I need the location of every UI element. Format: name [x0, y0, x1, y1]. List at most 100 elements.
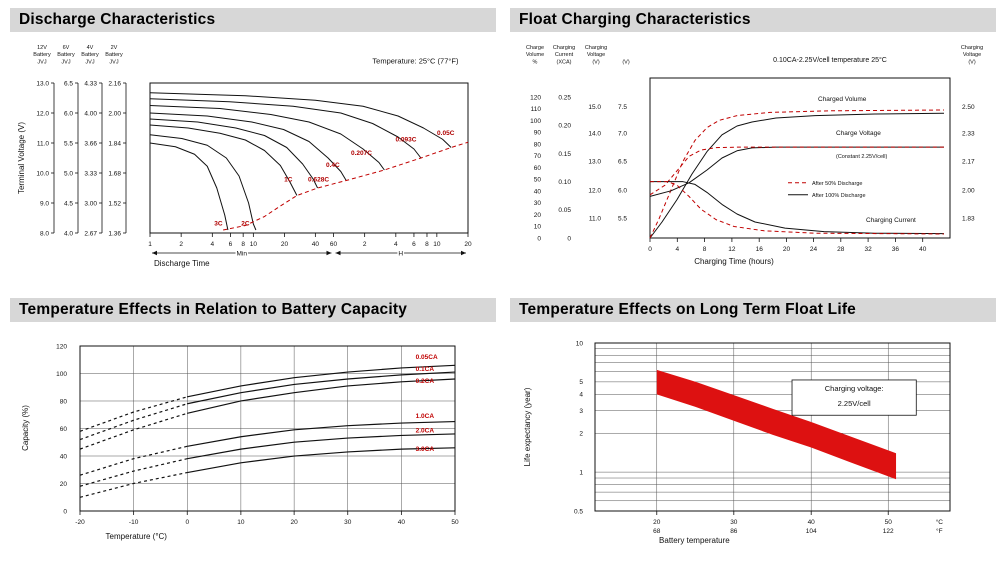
svg-text:4: 4 [579, 392, 583, 399]
panel-float-life: Temperature Effects on Long Term Float L… [510, 298, 996, 578]
svg-text:6.0: 6.0 [618, 187, 627, 194]
series-1.0CA-cold [79, 445, 188, 476]
svg-text:10: 10 [250, 241, 258, 248]
svg-text:40: 40 [398, 519, 406, 526]
svg-text:0.20: 0.20 [558, 123, 571, 130]
svg-text:0: 0 [537, 235, 541, 242]
svg-text:6: 6 [229, 241, 233, 248]
svg-text:86: 86 [730, 528, 738, 535]
svg-text:Battery: Battery [105, 52, 123, 58]
panel-title-float-life: Temperature Effects on Long Term Float L… [510, 298, 996, 322]
svg-text:2.16: 2.16 [108, 80, 121, 87]
svg-text:4: 4 [675, 246, 679, 253]
svg-text:110: 110 [531, 106, 542, 113]
svg-text:°C: °C [936, 518, 944, 526]
float-life-chart: 10 5 4 3 2 1 0.5 20 68 30 86 40 104 50 122 °C °F Charging… [510, 328, 992, 578]
series-1C [149, 124, 298, 196]
discharge-characteristics-chart: 13.0 12.0 11.0 10.0 9.0 8.0 12V Battery JVJ 6.5 6.… [10, 38, 492, 288]
series-charging-current-100 [650, 181, 945, 235]
svg-text:13.0: 13.0 [36, 80, 49, 87]
series-0.2CA [187, 378, 456, 414]
svg-text:3C: 3C [214, 221, 223, 228]
svg-text:60: 60 [330, 241, 338, 248]
svg-text:4V: 4V [87, 45, 94, 51]
svg-text:Battery: Battery [81, 52, 99, 58]
svg-text:12V: 12V [37, 45, 47, 51]
svg-text:30: 30 [534, 200, 542, 207]
svg-text:1: 1 [148, 241, 152, 248]
discharge-characteristics-chart-svg: 13.012.011.010.09.08.012VBatteryJVJ6.56.… [17, 45, 472, 268]
svg-text:50: 50 [885, 519, 893, 526]
svg-text:Battery: Battery [33, 52, 51, 58]
svg-text:4: 4 [211, 241, 215, 248]
svg-text:4.0: 4.0 [64, 230, 73, 237]
svg-text:5: 5 [579, 379, 583, 386]
svg-text:36: 36 [892, 246, 900, 253]
series-end-of-discharge [223, 141, 469, 231]
series-charged-volume-50 [649, 109, 945, 239]
svg-text:0.2CA: 0.2CA [416, 378, 435, 385]
svg-text:1.84: 1.84 [108, 140, 121, 147]
svg-text:2: 2 [179, 241, 183, 248]
svg-text:6.5: 6.5 [618, 159, 627, 166]
svg-text:JVJ: JVJ [61, 59, 70, 65]
svg-text:0: 0 [185, 519, 189, 526]
svg-text:4.33: 4.33 [84, 80, 97, 87]
svg-text:3.00: 3.00 [84, 200, 97, 207]
svg-text:6V: 6V [63, 45, 70, 51]
svg-text:(Constant 2.25V/cell): (Constant 2.25V/cell) [836, 154, 888, 160]
panel-title-temperature-capacity: Temperature Effects in Relation to Batte… [10, 298, 496, 322]
svg-text:2.0CA: 2.0CA [416, 428, 435, 435]
svg-text:3: 3 [579, 408, 583, 415]
svg-text:1.36: 1.36 [108, 230, 121, 237]
svg-text:2.00: 2.00 [108, 110, 121, 117]
series-3.0CA [187, 447, 456, 474]
svg-text:Life expectancy (year): Life expectancy (year) [523, 387, 532, 466]
svg-text:Voltage: Voltage [963, 52, 981, 58]
svg-text:13.0: 13.0 [588, 159, 601, 166]
svg-text:6.5: 6.5 [64, 80, 73, 87]
svg-text:50: 50 [534, 177, 542, 184]
svg-text:40: 40 [312, 241, 320, 248]
svg-text:4.5: 4.5 [64, 200, 73, 207]
svg-text:0.15: 0.15 [558, 151, 571, 158]
svg-text:6.0: 6.0 [64, 110, 73, 117]
svg-text:28: 28 [837, 246, 845, 253]
svg-text:0: 0 [648, 246, 652, 253]
life-band [656, 369, 897, 480]
svg-text:11.0: 11.0 [589, 215, 602, 222]
svg-text:104: 104 [806, 528, 817, 535]
svg-text:40: 40 [919, 246, 927, 253]
svg-text:%: % [533, 59, 538, 65]
svg-text:80: 80 [60, 398, 68, 405]
series-charged-volume-100 [649, 112, 945, 239]
svg-text:68: 68 [653, 528, 661, 535]
svg-text:0: 0 [567, 235, 571, 242]
svg-text:2.17: 2.17 [962, 159, 975, 166]
series-0.05C [149, 92, 452, 148]
svg-text:Charging Current: Charging Current [866, 217, 916, 224]
svg-text:1.83: 1.83 [962, 215, 975, 222]
svg-text:7.5: 7.5 [618, 104, 627, 111]
svg-text:120: 120 [530, 95, 541, 102]
svg-text:-20: -20 [75, 519, 85, 526]
svg-text:°F: °F [936, 527, 943, 535]
svg-text:H: H [398, 250, 403, 257]
panel-title-float-charging: Float Charging Characteristics [510, 8, 996, 32]
series-charging-current-50 [650, 181, 945, 235]
svg-text:Temperature (°C): Temperature (°C) [106, 532, 168, 541]
svg-text:20: 20 [783, 246, 791, 253]
svg-text:0.628C: 0.628C [308, 176, 329, 183]
svg-text:Volume: Volume [526, 52, 544, 58]
svg-text:0.05: 0.05 [558, 207, 571, 214]
svg-text:5.5: 5.5 [64, 140, 73, 147]
svg-text:30: 30 [730, 519, 738, 526]
svg-text:3.0CA: 3.0CA [416, 446, 435, 453]
chart-canvas: 1201101009080706050403020100ChargeVolume… [526, 45, 983, 266]
svg-text:0.25: 0.25 [558, 95, 571, 102]
svg-text:120: 120 [56, 343, 67, 350]
svg-text:0.10CA-2.25V/cell temperature: 0.10CA-2.25V/cell temperature 25°C [773, 56, 887, 64]
svg-text:10: 10 [534, 224, 542, 231]
svg-text:Charging: Charging [553, 45, 575, 51]
